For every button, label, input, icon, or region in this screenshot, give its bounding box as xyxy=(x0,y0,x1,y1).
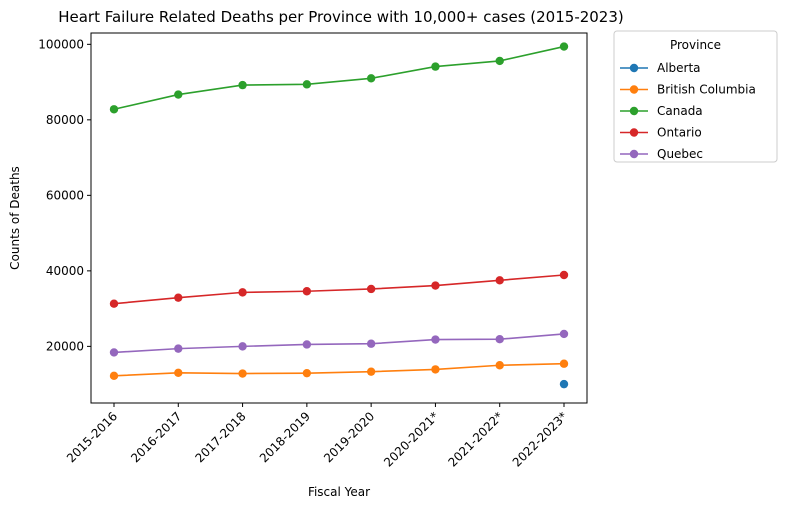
series-line-british-columbia xyxy=(113,362,565,377)
data-point-quebec xyxy=(238,342,247,351)
legend-item-canada: Canada xyxy=(620,104,703,118)
data-point-british-columbia xyxy=(366,367,376,376)
y-tick-label: 100000 xyxy=(38,37,84,51)
data-point-quebec xyxy=(559,329,569,339)
x-tick-label: 2015-2016 xyxy=(64,409,120,465)
x-tick-label: 2020-2021* xyxy=(381,409,441,469)
data-point-british-columbia xyxy=(238,369,247,378)
series-line-quebec xyxy=(113,333,565,354)
data-point-quebec xyxy=(495,334,504,344)
x-tick-label: 2022-2023* xyxy=(510,409,570,469)
data-point-british-columbia xyxy=(174,368,183,377)
data-point-canada xyxy=(366,74,376,83)
data-point-canada xyxy=(559,42,569,51)
data-point-british-columbia xyxy=(495,361,504,370)
legend-label-canada: Canada xyxy=(657,104,703,118)
series-line-ontario xyxy=(113,274,565,305)
data-point-ontario xyxy=(174,293,183,302)
x-axis-label: Fiscal Year xyxy=(308,485,370,499)
legend-label-ontario: Ontario xyxy=(657,126,702,140)
y-axis: 20000 40000 60000 80000 100000 xyxy=(38,37,91,353)
y-tick-label: 60000 xyxy=(46,188,84,202)
data-point-quebec xyxy=(109,348,119,357)
data-point-ontario xyxy=(559,270,569,280)
series-line-canada xyxy=(113,45,565,111)
legend-marker-ontario xyxy=(629,128,639,137)
x-tick-label: 2021-2022* xyxy=(445,409,505,469)
legend: Province Alberta British Columbia Canada On… xyxy=(613,30,778,163)
data-point-quebec xyxy=(431,335,440,344)
data-point-ontario xyxy=(431,281,440,290)
legend-item-ontario: Ontario xyxy=(620,126,702,140)
legend-label-british-columbia: British Columbia xyxy=(657,83,756,97)
legend-marker-quebec xyxy=(629,149,639,159)
data-point-canada xyxy=(238,80,247,90)
legend-box xyxy=(613,30,778,163)
y-axis-label: Counts of Deaths xyxy=(8,166,22,270)
data-point-canada xyxy=(495,56,504,66)
legend-item-quebec: Quebec xyxy=(620,147,703,161)
x-axis: 2015-2016 2016-2017 2017-2018 2018-2019 2019… xyxy=(64,403,570,470)
y-tick-label: 80000 xyxy=(46,113,84,127)
data-point-british-columbia xyxy=(431,365,440,374)
plot-area xyxy=(109,42,569,389)
data-point-british-columbia xyxy=(559,359,569,368)
data-point-canada xyxy=(302,80,312,89)
legend-label-alberta: Alberta xyxy=(657,61,701,75)
data-point-canada xyxy=(174,90,183,99)
data-point-ontario xyxy=(366,284,376,294)
legend-label-quebec: Quebec xyxy=(657,147,703,161)
data-point-canada xyxy=(109,105,119,114)
legend-title: Province xyxy=(670,38,721,52)
chart-title: Heart Failure Related Deaths per Provinc… xyxy=(58,8,624,26)
x-tick-label: 2018-2019 xyxy=(257,409,313,465)
y-tick-label: 20000 xyxy=(46,339,84,353)
y-tick-label: 40000 xyxy=(46,264,84,278)
data-point-canada xyxy=(431,62,440,71)
legend-marker-british-columbia xyxy=(629,85,639,94)
legend-marker-alberta xyxy=(629,63,639,73)
legend-marker-canada xyxy=(629,106,639,116)
data-point-quebec xyxy=(302,340,312,349)
data-point-ontario xyxy=(302,287,312,296)
data-point-quebec xyxy=(366,339,376,348)
data-point-ontario xyxy=(109,299,119,308)
data-point-alberta xyxy=(559,379,569,389)
legend-items: Alberta British Columbia Canada Ontario Queb… xyxy=(620,61,756,161)
x-tick-label: 2017-2018 xyxy=(193,409,249,465)
legend-item-alberta: Alberta xyxy=(620,61,701,75)
data-point-quebec xyxy=(174,344,183,353)
x-tick-label: 2019-2020 xyxy=(321,409,377,465)
x-tick-label: 2016-2017 xyxy=(128,409,184,465)
data-point-ontario xyxy=(495,276,504,285)
data-point-ontario xyxy=(238,288,247,297)
data-point-british-columbia xyxy=(109,371,119,381)
data-point-british-columbia xyxy=(302,368,312,378)
legend-item-british-columbia: British Columbia xyxy=(620,83,756,97)
plot-frame xyxy=(90,32,588,404)
